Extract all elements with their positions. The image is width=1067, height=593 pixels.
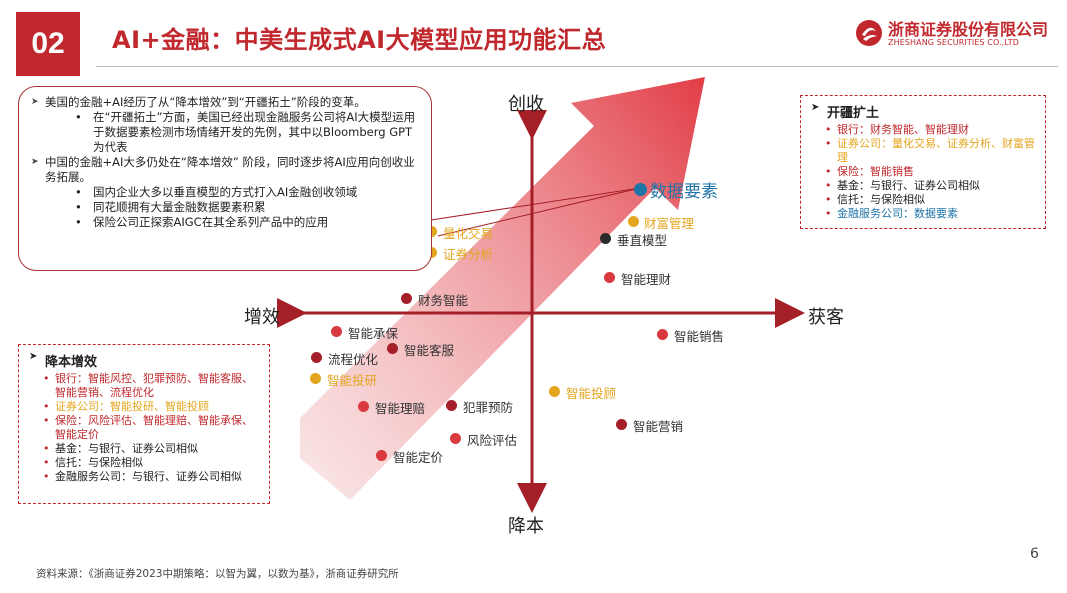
expansion-title: 开疆扩土: [811, 102, 1035, 121]
expansion-item: 信托：与保险相似: [811, 193, 1035, 207]
point-label: 智能理赔: [375, 401, 426, 416]
point-label: 犯罪预防: [463, 400, 514, 415]
axis-label-top: 创收: [508, 94, 544, 115]
point-label: 智能销售: [674, 329, 725, 344]
point-label: 智能营销: [633, 419, 684, 434]
point-label: 智能理财: [621, 272, 672, 287]
axis-label-right: 获客: [808, 307, 844, 328]
point-label: 风险评估: [467, 433, 518, 448]
point-label: 量化交易: [443, 226, 494, 241]
point-dot: [604, 272, 615, 283]
expansion-box: 开疆扩土 银行：财务智能、智能理财 证券公司：量化交易、证券分析、财富管理 保险…: [800, 95, 1046, 229]
page-title: AI+金融：中美生成式AI大模型应用功能汇总: [112, 26, 607, 54]
point-label: 智能客服: [404, 343, 455, 358]
axis-label-bottom: 降本: [508, 516, 544, 537]
point-label: 智能承保: [348, 326, 399, 341]
point-dot: [401, 293, 412, 304]
point-label: 垂直模型: [617, 233, 668, 248]
point-label: 财富管理: [644, 216, 695, 231]
point-dot: [616, 419, 627, 430]
section-badge: 02: [16, 12, 80, 76]
title-divider: [96, 66, 1058, 67]
callout-line: [417, 187, 641, 223]
logo-cn-text: 浙商证券股份有限公司: [888, 20, 1049, 39]
logo-emblem-icon: [856, 20, 882, 46]
point-dot: [634, 183, 647, 196]
page-number: 6: [1030, 546, 1039, 562]
summary-point-us: 美国的金融+AI经历了从“降本增效”到“开疆拓土”阶段的变革。: [31, 95, 419, 110]
point-dot: [387, 343, 398, 354]
summary-point-cn: 中国的金融+AI大多仍处在“降本增效” 阶段，同时逐步将AI应用向创收业务拓展。: [31, 155, 419, 185]
efficiency-item: 基金：与银行、证券公司相似: [29, 442, 259, 456]
summary-box: 美国的金融+AI经历了从“降本增效”到“开疆拓土”阶段的变革。 在“开疆拓土”方…: [18, 86, 432, 271]
efficiency-item: 保险：风险评估、智能理赔、智能承保、智能定价: [29, 414, 259, 442]
expansion-item: 银行：财务智能、智能理财: [811, 123, 1035, 137]
point-dot: [450, 433, 461, 444]
growth-arrow: [300, 77, 705, 500]
point-dot: [358, 401, 369, 412]
point-dot: [311, 352, 322, 363]
point-label: 证券分析: [443, 247, 494, 262]
expansion-item: 基金：与银行、证券公司相似: [811, 179, 1035, 193]
efficiency-box: 降本增效 银行：智能风控、犯罪预防、智能客服、智能营销、流程优化 证券公司：智能…: [18, 344, 270, 504]
summary-subpoint: 国内企业大多以垂直模型的方式打入AI金融创收领域: [31, 185, 419, 200]
logo-en-text: ZHESHANG SECURITIES CO.,LTD: [888, 38, 1020, 47]
point-dot: [600, 233, 611, 244]
point-dot: [657, 329, 668, 340]
point-dot: [628, 216, 639, 227]
callout-line-2: [437, 187, 641, 237]
efficiency-item: 银行：智能风控、犯罪预防、智能客服、智能营销、流程优化: [29, 372, 259, 400]
axis-label-left: 增效: [244, 307, 280, 328]
point-label: 智能定价: [393, 450, 444, 465]
point-label: 财务智能: [418, 293, 469, 308]
efficiency-item: 证券公司：智能投研、智能投顾: [29, 400, 259, 414]
expansion-item: 证券公司：量化交易、证券分析、财富管理: [811, 137, 1035, 165]
point-label: 智能投顾: [566, 386, 617, 401]
source-note: 资料来源：《浙商证券2023中期策略：以智为翼，以数为基》，浙商证券研究所: [36, 568, 399, 580]
expansion-item: 金融服务公司：数据要素: [811, 207, 1035, 221]
point-dot: [376, 450, 387, 461]
point-label: 流程优化: [328, 352, 379, 367]
summary-subpoint: 保险公司正探索AIGC在其全系列产品中的应用: [31, 215, 419, 230]
summary-subpoint: 同花顺拥有大量金融数据要素积累: [31, 200, 419, 215]
point-label: 智能投研: [327, 373, 378, 388]
point-dot: [331, 326, 342, 337]
company-logo: 浙商证券股份有限公司 ZHESHANG SECURITIES CO.,LTD: [852, 14, 1052, 54]
point-dot: [549, 386, 560, 397]
point-label: 数据要素: [650, 182, 718, 202]
efficiency-item: 信托：与保险相似: [29, 456, 259, 470]
expansion-item: 保险：智能销售: [811, 165, 1035, 179]
efficiency-item: 金融服务公司：与银行、证券公司相似: [29, 470, 259, 484]
point-dot: [446, 400, 457, 411]
point-dot: [310, 373, 321, 384]
efficiency-title: 降本增效: [29, 351, 259, 370]
summary-subpoint: 在“开疆拓土”方面，美国已经出现金融服务公司将AI大模型运用于数据要素检测市场情…: [31, 110, 419, 155]
